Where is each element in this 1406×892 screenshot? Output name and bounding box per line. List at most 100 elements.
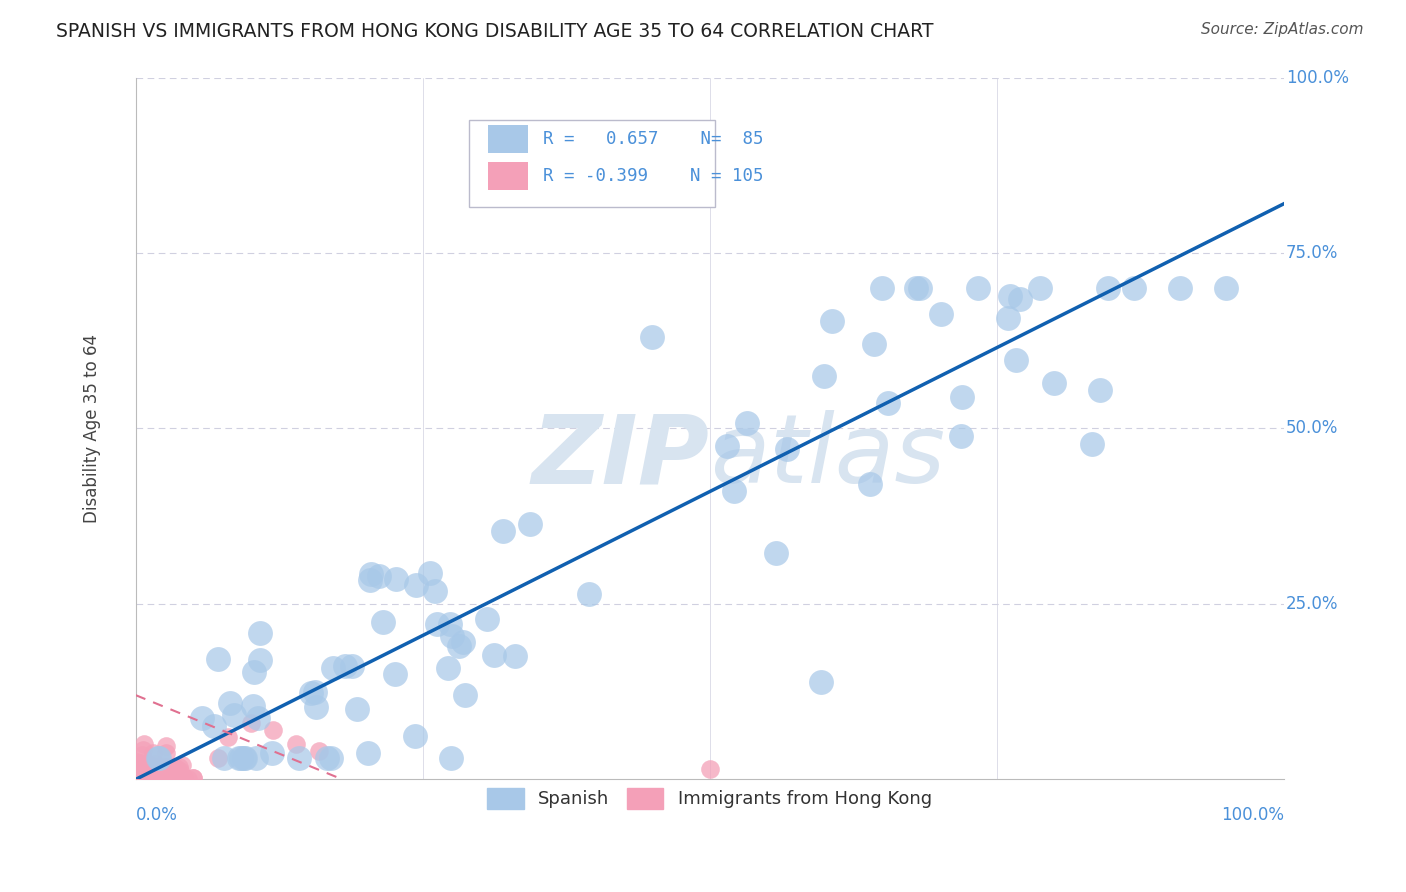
Point <box>207 751 229 765</box>
Text: 75.0%: 75.0% <box>1286 244 1339 262</box>
Point <box>125 767 148 781</box>
Point <box>146 764 169 778</box>
Point <box>128 757 150 772</box>
Point <box>167 759 190 773</box>
Point <box>1080 436 1102 450</box>
Point <box>1008 292 1031 306</box>
Point <box>128 766 150 780</box>
Point <box>134 766 156 780</box>
Point <box>437 661 460 675</box>
Point <box>492 524 515 538</box>
Point <box>127 768 149 782</box>
Point <box>127 765 149 780</box>
Point <box>228 751 250 765</box>
Point <box>152 763 174 777</box>
Point <box>1029 281 1052 295</box>
Point <box>157 769 180 783</box>
Point <box>139 768 162 782</box>
Point <box>155 760 177 774</box>
Point <box>131 772 153 786</box>
Point <box>384 667 406 681</box>
Point <box>146 768 169 782</box>
Text: R =   0.657    N=  85: R = 0.657 N= 85 <box>543 129 763 147</box>
Point <box>143 768 166 782</box>
Point <box>135 771 157 785</box>
Point <box>1097 281 1119 295</box>
Point <box>440 751 463 765</box>
Point <box>519 516 541 531</box>
Point <box>131 767 153 781</box>
Point <box>155 746 177 760</box>
Point <box>1215 281 1237 295</box>
Point <box>440 629 463 643</box>
Point <box>136 764 159 778</box>
Point <box>131 759 153 773</box>
Point <box>136 770 159 784</box>
Point <box>132 737 155 751</box>
Point <box>125 765 148 780</box>
Point <box>813 369 835 384</box>
Point <box>146 751 169 765</box>
Point <box>810 675 832 690</box>
Point <box>125 765 148 780</box>
Point <box>214 751 236 765</box>
Point <box>242 698 264 713</box>
Point <box>419 566 441 581</box>
Point <box>148 762 170 776</box>
Point <box>125 769 148 783</box>
Point <box>405 578 427 592</box>
Point <box>127 762 149 776</box>
Point <box>260 747 283 761</box>
Point <box>340 658 363 673</box>
Point <box>716 439 738 453</box>
Point <box>1123 281 1146 295</box>
Point <box>127 772 149 786</box>
Text: SPANISH VS IMMIGRANTS FROM HONG KONG DISABILITY AGE 35 TO 64 CORRELATION CHART: SPANISH VS IMMIGRANTS FROM HONG KONG DIS… <box>56 22 934 41</box>
Point <box>315 751 337 765</box>
Point <box>233 751 256 765</box>
Point <box>1000 289 1022 303</box>
Point <box>224 707 246 722</box>
Point <box>308 744 330 758</box>
Point <box>169 764 191 778</box>
Point <box>1043 376 1066 391</box>
Point <box>776 442 799 456</box>
Point <box>139 770 162 784</box>
Point <box>136 766 159 780</box>
Point <box>127 771 149 785</box>
Point <box>139 764 162 779</box>
Point <box>139 769 162 783</box>
Point <box>136 765 159 780</box>
Text: Disability Age 35 to 64: Disability Age 35 to 64 <box>83 334 101 523</box>
Point <box>131 764 153 779</box>
Point <box>475 611 498 625</box>
Point <box>149 769 172 783</box>
Point <box>346 702 368 716</box>
Point <box>128 756 150 771</box>
Point <box>134 768 156 782</box>
Point <box>218 696 240 710</box>
Point <box>155 770 177 784</box>
Point <box>299 686 322 700</box>
Point <box>135 772 157 786</box>
Point <box>172 758 194 772</box>
Point <box>1005 353 1028 368</box>
Point <box>262 723 284 738</box>
Point <box>152 763 174 777</box>
Point <box>155 739 177 753</box>
Point <box>139 767 162 781</box>
Point <box>128 770 150 784</box>
Point <box>128 767 150 781</box>
Point <box>181 771 204 785</box>
Point <box>426 617 449 632</box>
Point <box>138 768 160 782</box>
Point <box>967 281 990 295</box>
Point <box>129 767 152 781</box>
Point <box>870 281 893 295</box>
Point <box>765 545 787 559</box>
Point <box>131 769 153 783</box>
Point <box>997 311 1019 326</box>
Point <box>950 429 973 443</box>
Point <box>245 751 267 765</box>
FancyBboxPatch shape <box>468 120 716 207</box>
